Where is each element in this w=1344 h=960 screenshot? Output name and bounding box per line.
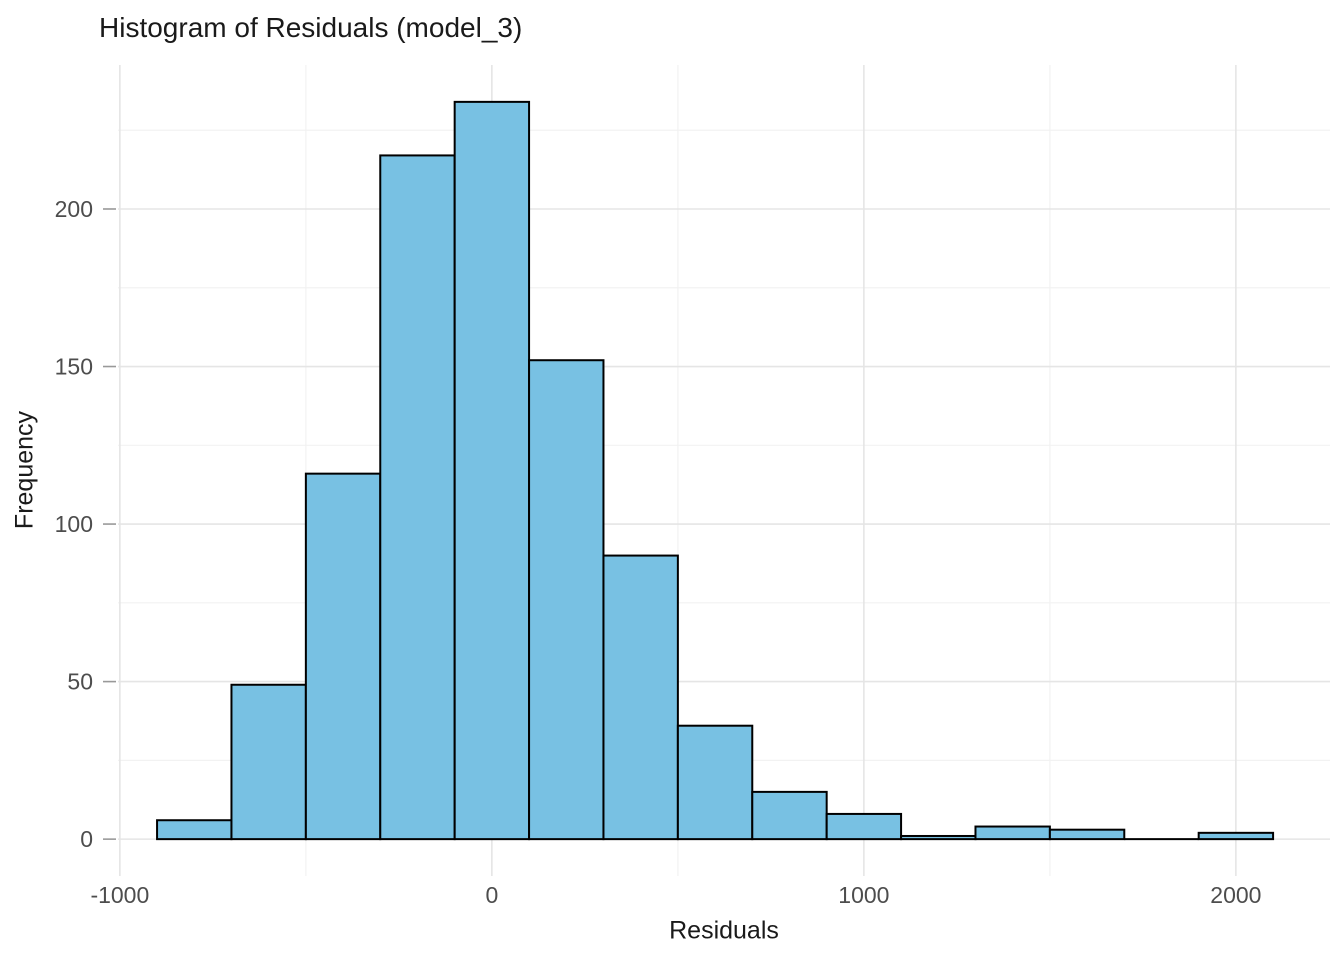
- histogram-bar: [156, 819, 233, 841]
- x-tick-label: -1000: [90, 882, 149, 908]
- histogram-bar: [528, 359, 605, 841]
- y-tick-label: 0: [80, 826, 93, 852]
- histogram-bar: [751, 790, 828, 841]
- y-tick-label: 150: [55, 354, 93, 380]
- chart-title: Histogram of Residuals (model_3): [99, 12, 523, 43]
- histogram-bar: [825, 812, 903, 841]
- y-tick-label: 200: [55, 196, 93, 222]
- histogram-bar: [602, 554, 679, 841]
- histogram-bar: [974, 825, 1051, 841]
- histogram-bar: [676, 724, 754, 841]
- histogram-bar: [453, 100, 531, 841]
- y-tick-label: 100: [55, 511, 93, 537]
- x-tick-label: 2000: [1210, 882, 1261, 908]
- histogram-bar: [379, 154, 456, 841]
- histogram-bar: [900, 834, 977, 841]
- histogram-bar: [1197, 831, 1275, 841]
- histogram-bar: [230, 683, 307, 841]
- y-tick-label: 50: [67, 669, 93, 695]
- x-axis-title: Residuals: [669, 916, 779, 945]
- x-tick-label: 0: [485, 882, 498, 908]
- histogram-bar: [1048, 828, 1126, 841]
- x-tick-label: 1000: [838, 882, 889, 908]
- histogram-bar: [304, 472, 382, 841]
